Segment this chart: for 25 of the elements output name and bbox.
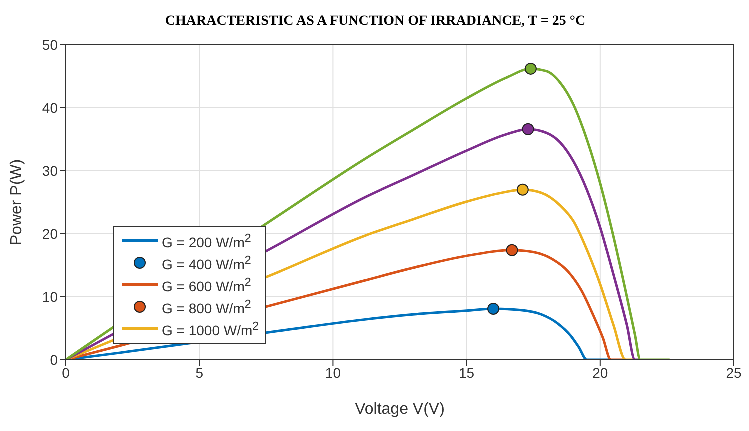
point [488,302,500,315]
chart-title: CHARACTERISTIC AS A FUNCTION OF IRRADIANCE, T = 25 °C [164,13,587,31]
legend-label: G = 600 W/m$^{2}$ [162,276,252,294]
point [524,62,537,75]
point [506,244,518,256]
y-tick-label: 30 [42,162,58,179]
x-tick-label: 10 [325,364,342,381]
y-tick-label: 10 [42,288,58,305]
legend-label: G = 400 W/m$^{2}$ [162,254,252,272]
point [522,123,534,136]
y-tick-label: 50 [42,36,58,53]
legend-label: G = 800 W/m$^{2}$ [162,298,252,316]
point [516,184,529,196]
legend-label: G = 200 W/m$^{2}$ [162,232,252,250]
x-axis-title: Voltage V(V) [355,401,445,418]
legend-label: G = 1000 W/m$^{2}$ [162,320,260,338]
x-tick-label: 15 [459,364,475,381]
x-tick-label: 20 [592,364,608,381]
y-tick-label: 40 [42,100,58,116]
y-tick-label: 0 [50,352,58,368]
y-tick-label: 20 [42,226,58,242]
x-tick-label: 25 [726,364,742,381]
y-axis-title: Power P(W) [8,159,26,246]
x-tick-label: 0 [62,364,70,381]
x-tick-label: 5 [196,364,204,381]
